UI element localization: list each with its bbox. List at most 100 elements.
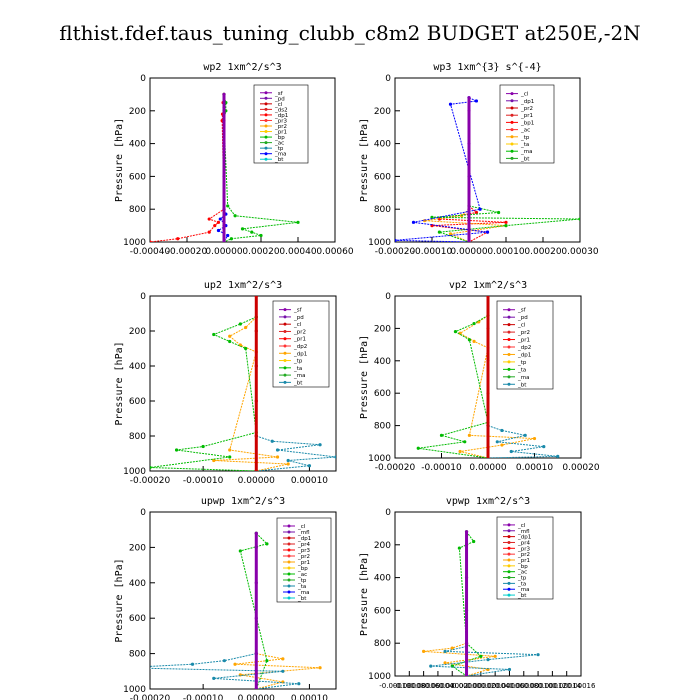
- x-tick-label: -0.00010: [183, 476, 224, 486]
- data-point: [467, 142, 471, 146]
- data-point: [297, 682, 301, 686]
- data-point: [472, 539, 476, 544]
- data-point: [254, 296, 258, 298]
- data-point: [334, 455, 336, 459]
- legend-marker-dot: [287, 596, 291, 600]
- legend-entry: _mfl: [517, 529, 530, 535]
- legend-marker-dot: [507, 352, 511, 356]
- legend-entry: _pr2: [274, 124, 287, 130]
- data-point: [467, 240, 471, 242]
- legend-entry: _ta: [517, 581, 526, 587]
- data-point: [254, 399, 258, 403]
- legend-marker-dot: [264, 96, 268, 100]
- legend-entry: _ac: [517, 570, 527, 576]
- data-point: [259, 233, 263, 238]
- legend-marker-dot: [507, 375, 511, 379]
- legend-marker-dot: [507, 308, 511, 312]
- x-tick-label: -0.00004: [422, 682, 454, 690]
- x-tick-label: -0.00020: [130, 476, 171, 486]
- data-point: [281, 657, 285, 661]
- legend-marker-dot: [287, 554, 291, 558]
- x-tick-label: 0.00010: [516, 463, 553, 473]
- data-point: [467, 433, 471, 437]
- chart-title: wp3 1xm^{3} s^{-4}: [433, 62, 541, 73]
- series-line-tp: [430, 645, 539, 676]
- x-tick-label: -0.00020: [130, 694, 171, 700]
- x-tick-label: 0.00000: [238, 694, 275, 700]
- x-tick-label: 0.00000: [452, 682, 481, 690]
- x-tick-label: -0.00020: [167, 247, 208, 257]
- y-tick-label: 600: [129, 614, 146, 624]
- legend-marker-dot: [264, 130, 268, 134]
- data-point: [207, 230, 211, 234]
- data-point: [226, 204, 230, 208]
- legend-marker-dot: [507, 593, 511, 597]
- legend-marker-dot: [287, 566, 291, 570]
- legend-marker-dot: [510, 156, 514, 160]
- data-point: [450, 646, 454, 650]
- legend-marker-dot: [507, 576, 511, 580]
- legend-marker-dot: [264, 146, 268, 150]
- legend-marker-dot: [264, 141, 268, 145]
- x-tick-label: -0.00020: [375, 463, 416, 473]
- legend-entry: _dp2: [293, 344, 307, 350]
- x-tick-label: 0.00010: [291, 694, 328, 700]
- y-tick-label: 800: [129, 650, 146, 660]
- data-point: [485, 230, 490, 234]
- y-tick-label: 800: [374, 205, 391, 215]
- data-point: [150, 465, 152, 470]
- legend-marker-dot: [507, 564, 511, 568]
- data-point: [437, 230, 441, 234]
- data-point: [474, 99, 478, 103]
- x-tick-label: 0.00002: [466, 682, 495, 690]
- data-point: [467, 207, 471, 211]
- legend-entry: _cl: [517, 323, 526, 329]
- data-point: [486, 359, 490, 363]
- legend: _sf_pd _cl_pr2 _pr1_dp2_dp1 _tp_ta _ma_bt: [496, 300, 554, 390]
- legend-entry: _ac: [297, 572, 307, 578]
- plot-frame: [394, 77, 581, 243]
- series-line-tp: [487, 425, 558, 458]
- legend-entry: _pr2: [517, 552, 530, 558]
- data-point: [233, 214, 237, 218]
- chart-title: up2 1xm^2/s^3: [204, 280, 282, 291]
- data-point: [486, 326, 490, 330]
- y-tick-label: 0: [140, 292, 146, 302]
- data-point: [318, 443, 322, 447]
- y-tick-label: 200: [374, 107, 391, 117]
- data-point: [212, 676, 216, 680]
- legend-entry: _pr2: [517, 330, 530, 336]
- data-point: [244, 325, 248, 330]
- x-tick-label: -0.00010: [183, 694, 224, 700]
- legend-entry: _tp: [274, 146, 284, 152]
- legend-marker-dot: [287, 590, 291, 594]
- data-point: [265, 659, 269, 663]
- data-point: [467, 338, 471, 342]
- legend-marker-dot: [283, 315, 287, 319]
- data-point: [222, 174, 226, 178]
- legend-entry: _bp: [297, 566, 308, 572]
- data-point: [240, 227, 245, 231]
- data-point: [254, 364, 258, 368]
- y-tick-label: 200: [374, 541, 391, 551]
- legend-marker-dot: [507, 552, 511, 556]
- legend-entry: _dp2: [517, 345, 531, 351]
- plot-frame: [149, 77, 336, 243]
- data-point: [504, 220, 508, 224]
- chart-title: upwp 1xm^2/s^3: [201, 496, 285, 507]
- legend-entry: _ma: [274, 152, 286, 158]
- series-line-pr1: [424, 208, 507, 242]
- data-point: [122, 666, 125, 669]
- legend-marker-dot: [507, 529, 511, 533]
- legend-entry: _pr3: [297, 548, 311, 554]
- x-tick-label: 0.00020: [524, 247, 561, 257]
- y-axis-label: Pressure [hPa]: [359, 552, 370, 636]
- data-point: [486, 456, 490, 458]
- data-point: [176, 237, 180, 241]
- data-point: [463, 440, 467, 444]
- data-point: [216, 228, 221, 233]
- data-point: [536, 653, 540, 657]
- data-point: [478, 207, 482, 211]
- data-point: [429, 664, 433, 668]
- plot-frame: [149, 511, 337, 690]
